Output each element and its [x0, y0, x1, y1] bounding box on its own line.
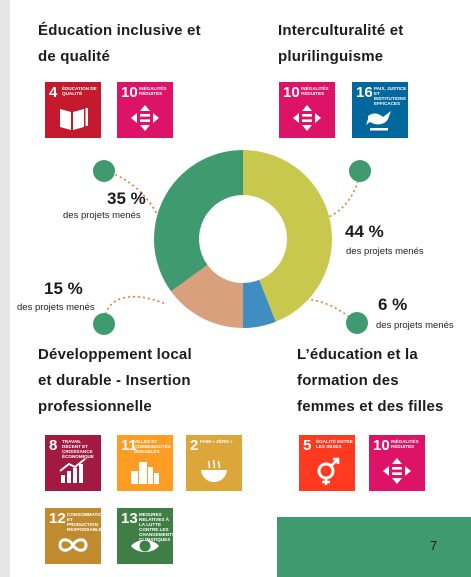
callout-marker	[349, 160, 371, 182]
equality-arrows-icon	[293, 105, 321, 131]
sdg-number: 11	[121, 437, 137, 454]
callout-marker	[93, 313, 115, 335]
city-buildings-icon	[131, 462, 159, 484]
sdg-label: Inégalités réduites	[391, 439, 419, 449]
donut-slice	[243, 279, 276, 328]
callout-marker	[93, 160, 115, 182]
sdg-label: Inégalités réduites	[301, 86, 329, 96]
sdg-number: 10	[121, 84, 138, 101]
percent-label-15: 15 %	[44, 279, 83, 298]
donut-slice	[154, 150, 243, 292]
percent-sublabel: des projets menés	[17, 302, 95, 313]
left-margin-rail	[0, 0, 10, 577]
heading-line: Interculturalité et	[278, 22, 404, 39]
sdg-number: 4	[49, 84, 58, 101]
sdg-tile-10: 10 Inégalités réduites	[117, 82, 173, 138]
sdg-label: Consommation et production responsables	[67, 512, 101, 532]
sdg-tile-2: 2 Faim « zéro »	[186, 435, 242, 491]
heading-interculturality: Interculturalité et plurilinguisme	[278, 18, 404, 70]
callout-marker	[346, 312, 368, 334]
heading-education: Éducation inclusive et de qualité	[38, 18, 201, 70]
sdg-number: 16	[356, 84, 373, 101]
eye-globe-icon	[131, 540, 159, 552]
heading-line: professionnelle	[38, 398, 152, 415]
book-pencil-icon	[60, 108, 88, 130]
percent-sublabel: des projets menés	[376, 320, 454, 331]
percent-sublabel: des projets menés	[346, 246, 424, 257]
sdg-tile-10: 10 Inégalités réduites	[369, 435, 425, 491]
sdg-label: Travail décent et croissance économique	[62, 439, 94, 459]
connector-line	[317, 170, 361, 222]
percent-label-44: 44 %	[345, 222, 384, 241]
sdg-tile-16: 16 Paix, justice et institutions efficac…	[352, 82, 408, 138]
dove-gavel-icon	[366, 111, 391, 131]
sdg-label: Villes et communautés durables	[134, 439, 171, 454]
page-number: 7	[430, 538, 438, 553]
donut-slices	[154, 150, 333, 328]
percent-label-6: 6 %	[378, 295, 408, 314]
sdg-number: 2	[190, 437, 199, 454]
growth-chart-icon	[59, 458, 86, 483]
sdg-tile-12: 12 Consommation et production responsabl…	[45, 508, 101, 564]
sdg-number: 10	[373, 437, 390, 454]
sdg-label: Mesures relatives à la lutte contre les …	[139, 512, 173, 542]
gender-equality-icon	[317, 457, 340, 485]
heading-girls-education: L’éducation et la formation des femmes e…	[297, 342, 444, 420]
footer-bar	[277, 517, 471, 577]
heading-development: Développement local et durable - Inserti…	[38, 342, 192, 420]
heading-line: de qualité	[38, 48, 111, 65]
food-bowl-icon	[201, 459, 227, 482]
sdg-tile-8: 8 Travail décent et croissance économiqu…	[45, 435, 101, 491]
heading-line: femmes et des filles	[297, 398, 444, 415]
equality-arrows-icon	[383, 458, 411, 484]
sdg-number: 10	[283, 84, 300, 101]
sdg-number: 12	[49, 510, 66, 527]
sdg-tile-4: 4 Éducation de qualité	[45, 82, 101, 138]
sdg-label: Paix, justice et institutions efficaces	[374, 86, 407, 106]
sdg-label: Inégalités réduites	[139, 86, 167, 96]
heading-line: formation des	[297, 372, 399, 389]
sdg-label: Égalité entre les sexes	[316, 439, 353, 449]
heading-line: plurilinguisme	[278, 48, 384, 65]
sdg-number: 13	[121, 510, 138, 527]
sdg-label: Faim « zéro »	[200, 439, 233, 444]
sdg-number: 5	[303, 437, 312, 454]
heading-line: et durable - Insertion	[38, 372, 191, 389]
percent-sublabel: des projets menés	[63, 210, 141, 221]
heading-line: Éducation inclusive et	[38, 22, 201, 39]
infinity-icon	[58, 538, 88, 552]
heading-line: Développement local	[38, 346, 192, 363]
sdg-label: Éducation de qualité	[62, 86, 97, 96]
donut-slice	[242, 150, 333, 322]
sdg-tile-10: 10 Inégalités réduites	[279, 82, 335, 138]
heading-line: L’éducation et la	[297, 346, 418, 363]
sdg-tile-13: 13 Mesures relatives à la lutte contre l…	[117, 508, 173, 564]
donut-slice	[170, 264, 244, 328]
equality-arrows-icon	[131, 105, 159, 131]
percent-label-35: 35 %	[107, 189, 146, 208]
sdg-number: 8	[49, 437, 58, 454]
sdg-tile-5: 5 Égalité entre les sexes	[299, 435, 355, 491]
sdg-tile-11: 11 Villes et communautés durables	[117, 435, 173, 491]
